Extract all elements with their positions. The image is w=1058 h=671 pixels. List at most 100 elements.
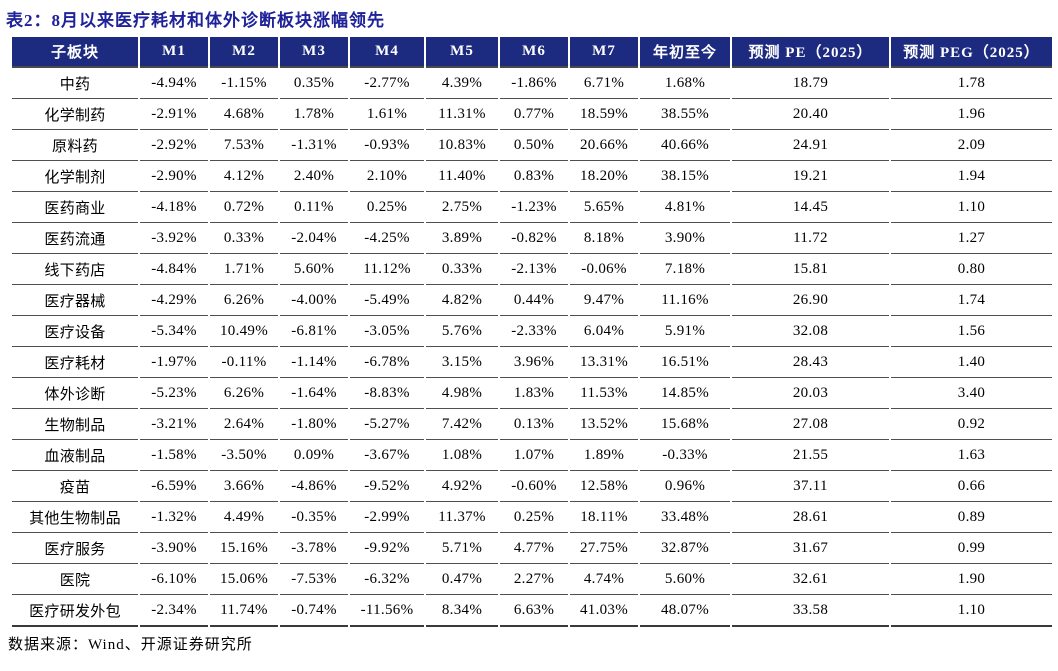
value-cell: -1.31% (280, 130, 348, 161)
sector-name-cell: 医药流通 (12, 223, 138, 254)
table-row: 原料药 -2.92% 7.53% -1.31% -0.93% 10.83% 0.50% 20.… (12, 130, 1052, 161)
header-cell-col3: M3 (280, 37, 348, 68)
value-cell: 0.13% (500, 409, 568, 440)
sector-name-cell: 化学制药 (12, 99, 138, 130)
value-cell: 0.25% (500, 502, 568, 533)
value-cell: 1.94 (891, 161, 1052, 192)
value-cell: 14.45 (732, 192, 889, 223)
value-cell: 11.16% (640, 285, 730, 316)
value-cell: 18.11% (570, 502, 638, 533)
value-cell: -4.29% (140, 285, 208, 316)
value-cell: 28.43 (732, 347, 889, 378)
value-cell: 2.27% (500, 564, 568, 595)
value-cell: 6.63% (500, 595, 568, 627)
value-cell: 1.90 (891, 564, 1052, 595)
sector-performance-table: 子板块 M1 M2 M3 M4 M5 M6 M7 年初至今 预测 PE（2025） 预测 PEG（2… (10, 37, 1054, 627)
table-row: 医药商业 -4.18% 0.72% 0.11% 0.25% 2.75% -1.23% 5.65… (12, 192, 1052, 223)
value-cell: -5.34% (140, 316, 208, 347)
value-cell: 38.15% (640, 161, 730, 192)
value-cell: -1.64% (280, 378, 348, 409)
value-cell: -0.93% (350, 130, 424, 161)
value-cell: 1.89% (570, 440, 638, 471)
value-cell: 7.18% (640, 254, 730, 285)
value-cell: 16.51% (640, 347, 730, 378)
value-cell: -5.49% (350, 285, 424, 316)
value-cell: 48.07% (640, 595, 730, 627)
value-cell: 0.83% (500, 161, 568, 192)
value-cell: 24.91 (732, 130, 889, 161)
value-cell: 4.98% (426, 378, 498, 409)
value-cell: -2.90% (140, 161, 208, 192)
value-cell: 15.16% (210, 533, 278, 564)
value-cell: -6.32% (350, 564, 424, 595)
sector-name-cell: 医药商业 (12, 192, 138, 223)
value-cell: -0.06% (570, 254, 638, 285)
value-cell: -0.82% (500, 223, 568, 254)
table-row: 医疗服务 -3.90% 15.16% -3.78% -9.92% 5.71% 4.77% 27… (12, 533, 1052, 564)
value-cell: 1.74 (891, 285, 1052, 316)
sector-name-cell: 原料药 (12, 130, 138, 161)
value-cell: 1.10 (891, 192, 1052, 223)
value-cell: 14.85% (640, 378, 730, 409)
value-cell: -5.23% (140, 378, 208, 409)
table-row: 化学制剂 -2.90% 4.12% 2.40% 2.10% 11.40% 0.83% 18.2… (12, 161, 1052, 192)
value-cell: 27.75% (570, 533, 638, 564)
value-cell: 4.49% (210, 502, 278, 533)
value-cell: -6.10% (140, 564, 208, 595)
value-cell: 15.81 (732, 254, 889, 285)
value-cell: 0.33% (210, 223, 278, 254)
header-cell-col10: 预测 PEG（2025） (891, 37, 1052, 68)
value-cell: -1.15% (210, 68, 278, 99)
value-cell: 4.12% (210, 161, 278, 192)
table-row: 医疗设备 -5.34% 10.49% -6.81% -3.05% 5.76% -2.33% 6… (12, 316, 1052, 347)
value-cell: 10.49% (210, 316, 278, 347)
header-cell-col8: 年初至今 (640, 37, 730, 68)
value-cell: -2.04% (280, 223, 348, 254)
header-cell-col7: M7 (570, 37, 638, 68)
value-cell: 20.40 (732, 99, 889, 130)
value-cell: -0.33% (640, 440, 730, 471)
value-cell: 6.26% (210, 285, 278, 316)
value-cell: 3.89% (426, 223, 498, 254)
table-row: 医药流通 -3.92% 0.33% -2.04% -4.25% 3.89% -0.82% 8.… (12, 223, 1052, 254)
value-cell: 2.10% (350, 161, 424, 192)
value-cell: 4.39% (426, 68, 498, 99)
value-cell: 1.40 (891, 347, 1052, 378)
value-cell: 27.08 (732, 409, 889, 440)
value-cell: 0.25% (350, 192, 424, 223)
table-row: 线下药店 -4.84% 1.71% 5.60% 11.12% 0.33% -2.13% -0.… (12, 254, 1052, 285)
value-cell: 5.60% (640, 564, 730, 595)
value-cell: 3.90% (640, 223, 730, 254)
sector-name-cell: 其他生物制品 (12, 502, 138, 533)
value-cell: 5.91% (640, 316, 730, 347)
value-cell: -2.92% (140, 130, 208, 161)
value-cell: -7.53% (280, 564, 348, 595)
value-cell: 9.47% (570, 285, 638, 316)
sector-name-cell: 医院 (12, 564, 138, 595)
value-cell: 32.08 (732, 316, 889, 347)
header-cell-col9: 预测 PE（2025） (732, 37, 889, 68)
value-cell: 1.07% (500, 440, 568, 471)
value-cell: -4.00% (280, 285, 348, 316)
value-cell: 1.56 (891, 316, 1052, 347)
value-cell: -3.78% (280, 533, 348, 564)
value-cell: 7.42% (426, 409, 498, 440)
value-cell: 37.11 (732, 471, 889, 502)
value-cell: 18.59% (570, 99, 638, 130)
value-cell: 1.10 (891, 595, 1052, 627)
value-cell: 1.61% (350, 99, 424, 130)
value-cell: 31.67 (732, 533, 889, 564)
value-cell: 6.26% (210, 378, 278, 409)
value-cell: 0.77% (500, 99, 568, 130)
value-cell: -9.52% (350, 471, 424, 502)
value-cell: -3.92% (140, 223, 208, 254)
value-cell: 13.52% (570, 409, 638, 440)
header-cell-col2: M2 (210, 37, 278, 68)
value-cell: 32.61 (732, 564, 889, 595)
value-cell: 33.58 (732, 595, 889, 627)
value-cell: 0.96% (640, 471, 730, 502)
value-cell: 1.96 (891, 99, 1052, 130)
value-cell: 6.04% (570, 316, 638, 347)
sector-name-cell: 生物制品 (12, 409, 138, 440)
value-cell: 3.96% (500, 347, 568, 378)
